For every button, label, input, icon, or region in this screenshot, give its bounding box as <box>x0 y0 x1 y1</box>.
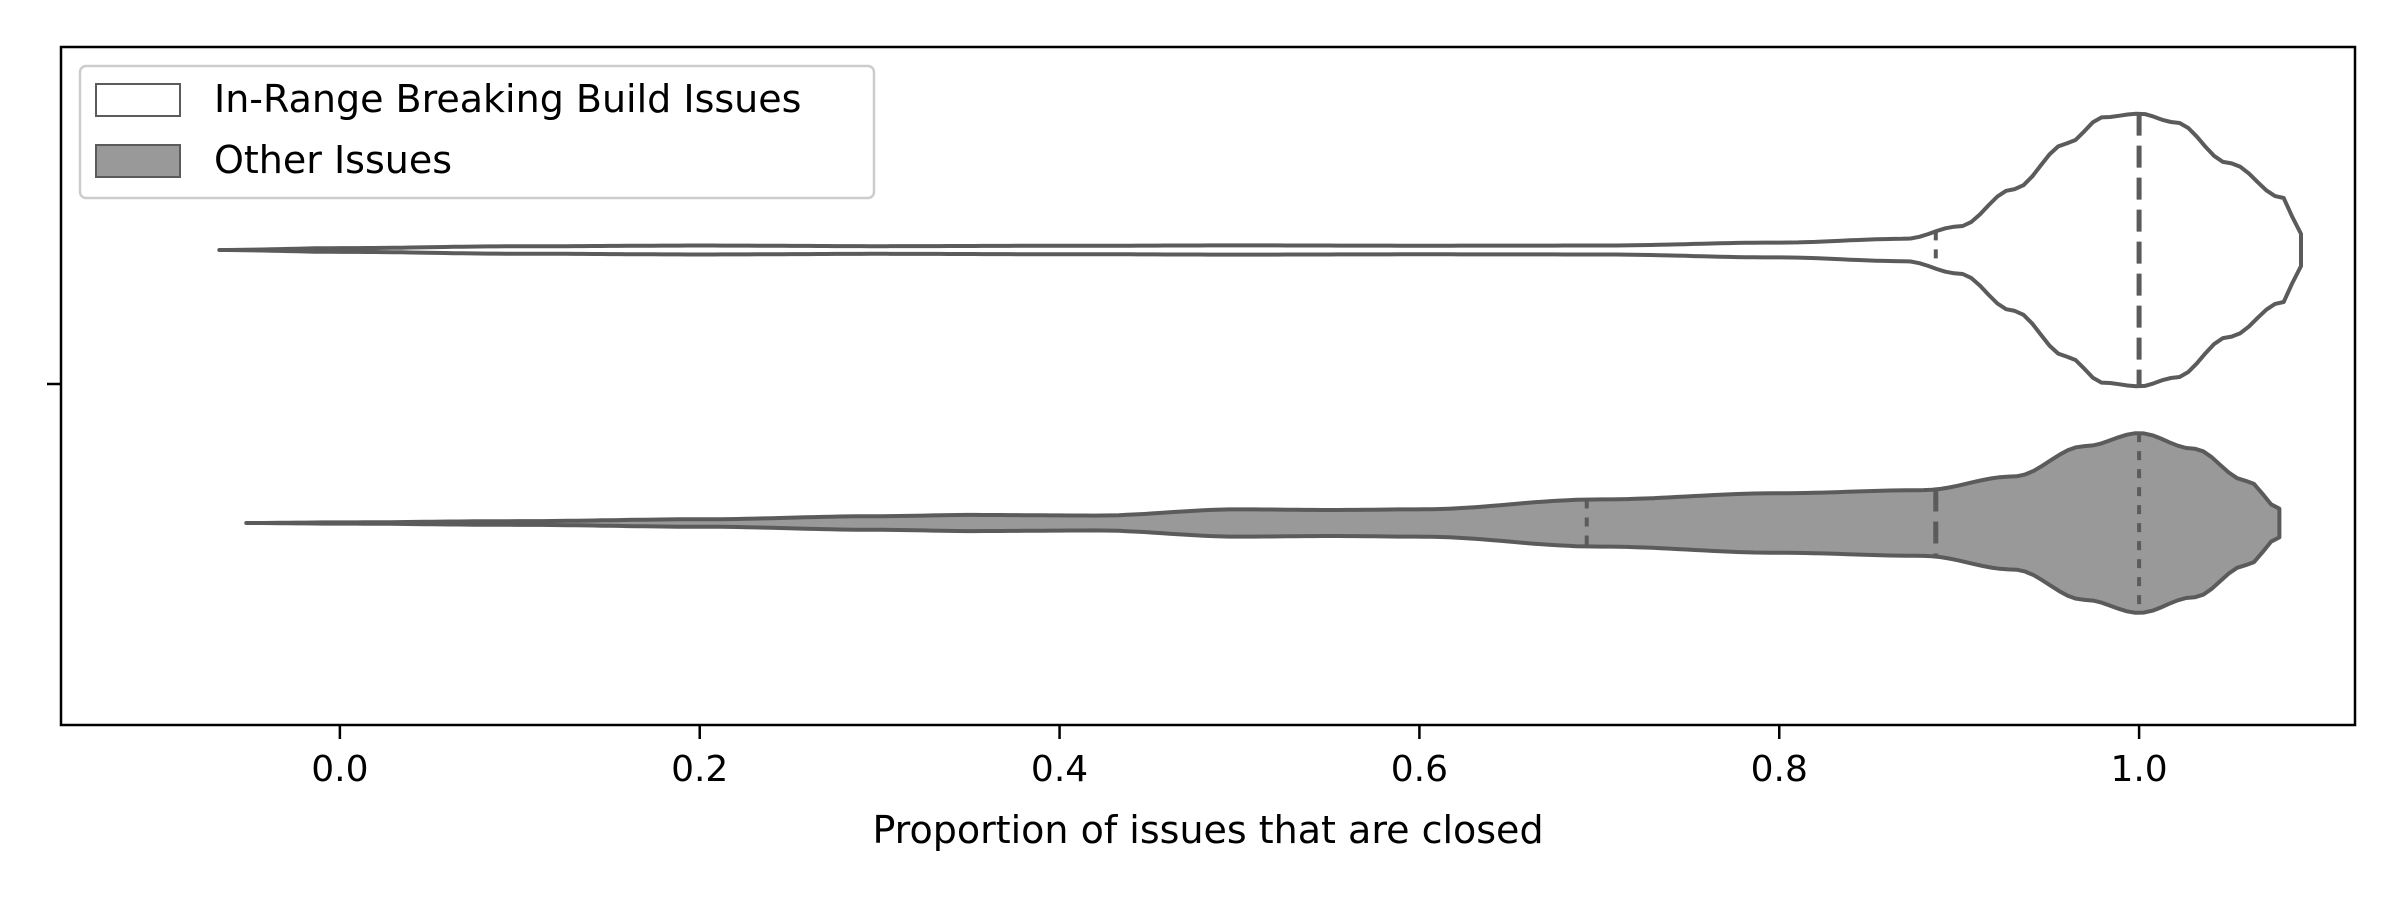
legend: In-Range Breaking Build Issues Other Iss… <box>78 64 876 200</box>
x-tick-label-1.0: 1.0 <box>2110 749 2167 790</box>
x-axis-label: Proportion of issues that are closed <box>872 808 1543 852</box>
legend-swatch-in-range-breaking-build-issues <box>95 83 181 117</box>
x-tick-label-0.0: 0.0 <box>311 749 368 790</box>
legend-frame <box>78 64 876 200</box>
x-tick-label-0.4: 0.4 <box>1031 749 1088 790</box>
legend-swatch-other-issues <box>95 144 181 178</box>
x-tick-label-0.2: 0.2 <box>671 749 728 790</box>
violins <box>217 111 2303 615</box>
x-tick-label-0.6: 0.6 <box>1391 749 1448 790</box>
legend-label-other-issues: Other Issues <box>214 138 452 182</box>
x-tick-label-0.8: 0.8 <box>1751 749 1808 790</box>
violin-other-issues <box>244 431 2282 615</box>
legend-label-in-range-breaking-build-issues: In-Range Breaking Build Issues <box>214 77 801 121</box>
plot-frame <box>59 45 2357 727</box>
x-axis: 0.0 0.2 0.4 0.6 0.8 1.0 <box>311 725 2168 790</box>
violin-in-range-breaking-build-issues <box>217 111 2303 389</box>
